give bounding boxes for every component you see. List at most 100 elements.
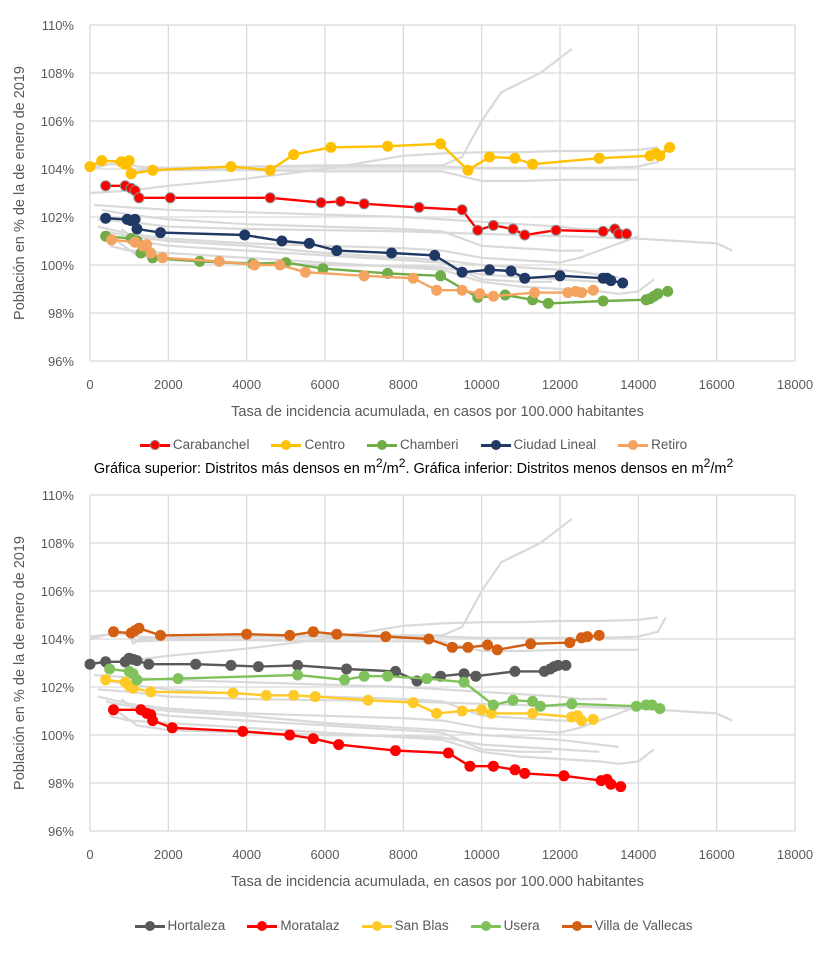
series-centro bbox=[84, 138, 676, 180]
x-tick-label: 18000 bbox=[777, 847, 813, 862]
data-point-carabanchel bbox=[358, 198, 370, 210]
data-point-moratalaz bbox=[307, 733, 319, 745]
data-point-villa-de-vallecas bbox=[446, 641, 458, 653]
data-point-hortaleza bbox=[560, 659, 572, 671]
data-point-retiro bbox=[274, 259, 286, 271]
legend-item-carabanchel: Carabanchel bbox=[139, 437, 249, 452]
data-point-centro bbox=[664, 141, 676, 153]
y-tick-label: 110% bbox=[42, 488, 75, 503]
legend-item-centro: Centro bbox=[271, 437, 345, 452]
data-point-moratalaz bbox=[615, 781, 627, 793]
legend-marker-icon bbox=[470, 920, 501, 931]
data-point-carabanchel bbox=[133, 192, 145, 204]
data-point-hortaleza bbox=[552, 659, 564, 671]
data-point-carabanchel bbox=[264, 192, 276, 204]
legend-label: Usera bbox=[503, 918, 540, 933]
legend-marker-icon bbox=[366, 439, 397, 450]
x-tick-label: 10000 bbox=[464, 847, 500, 862]
caption-sup-4: 2 bbox=[726, 456, 734, 470]
data-point-usera bbox=[104, 663, 116, 675]
data-point-carabanchel bbox=[550, 224, 562, 236]
series-usera bbox=[104, 663, 666, 715]
data-point-villa-de-vallecas bbox=[155, 629, 166, 641]
data-point-ciudad-lineal bbox=[429, 249, 441, 261]
data-point-centro bbox=[527, 158, 539, 170]
legend-label: Villa de Vallecas bbox=[594, 918, 693, 933]
data-point-usera bbox=[566, 698, 578, 710]
data-point-villa-de-vallecas bbox=[108, 626, 119, 638]
data-point-centro bbox=[509, 152, 521, 164]
x-axis-title: Tasa de incidencia acumulada, en casos p… bbox=[231, 404, 644, 420]
data-point-retiro bbox=[156, 252, 168, 264]
data-point-usera bbox=[507, 694, 519, 706]
data-point-usera bbox=[630, 700, 642, 712]
data-point-hortaleza bbox=[292, 659, 304, 671]
data-point-centro bbox=[288, 149, 300, 161]
background-line bbox=[101, 208, 584, 252]
legend-label: San Blas bbox=[394, 918, 449, 933]
data-point-san-blas bbox=[431, 707, 443, 719]
legend-label: Centro bbox=[304, 437, 345, 452]
data-point-villa-de-vallecas bbox=[491, 644, 503, 656]
data-point-centro bbox=[125, 168, 137, 180]
data-point-ciudad-lineal bbox=[155, 227, 166, 239]
data-point-san-blas bbox=[288, 689, 300, 701]
background-line bbox=[112, 707, 600, 753]
y-tick-label: 108% bbox=[41, 66, 75, 81]
data-point-carabanchel bbox=[335, 195, 347, 207]
y-tick-label: 96% bbox=[48, 354, 74, 369]
data-point-usera bbox=[654, 703, 666, 715]
x-tick-label: 14000 bbox=[620, 847, 656, 862]
data-point-centro bbox=[84, 161, 96, 173]
data-point-chamberi bbox=[317, 263, 329, 275]
data-point-hortaleza bbox=[131, 655, 143, 667]
x-tick-label: 12000 bbox=[542, 847, 578, 862]
data-point-carabanchel bbox=[413, 201, 425, 213]
x-tick-label: 8000 bbox=[389, 377, 418, 392]
legend-marker-icon bbox=[480, 439, 511, 450]
caption-sup-2: 2 bbox=[398, 456, 406, 470]
data-point-carabanchel bbox=[507, 223, 519, 235]
data-point-centro bbox=[147, 164, 159, 176]
series-carabanchel bbox=[100, 180, 633, 241]
data-point-san-blas bbox=[527, 707, 539, 719]
data-point-centro bbox=[654, 150, 666, 162]
data-point-chamberi bbox=[435, 270, 447, 282]
background-line bbox=[89, 616, 659, 665]
legend-item-san-blas: San Blas bbox=[361, 918, 449, 933]
data-point-carabanchel bbox=[100, 180, 112, 192]
data-point-retiro bbox=[587, 284, 599, 296]
data-point-moratalaz bbox=[442, 747, 454, 759]
data-point-usera bbox=[421, 673, 433, 685]
data-point-villa-de-vallecas bbox=[462, 641, 474, 653]
data-point-carabanchel bbox=[472, 224, 484, 236]
data-point-san-blas bbox=[145, 686, 157, 698]
data-point-hortaleza bbox=[225, 659, 237, 671]
data-point-hortaleza bbox=[470, 670, 482, 682]
series-villa-de-vallecas bbox=[108, 622, 605, 656]
series-hortaleza bbox=[84, 652, 572, 687]
data-point-villa-de-vallecas bbox=[284, 629, 296, 641]
x-tick-label: 4000 bbox=[232, 847, 261, 862]
chart-lower: 0 2000 4000 6000 8000 10000 12000 14000 16000 180… bbox=[12, 488, 813, 890]
y-tick-label: 104% bbox=[41, 632, 75, 647]
data-point-san-blas bbox=[100, 674, 112, 686]
y-tick-label: 108% bbox=[41, 536, 75, 551]
data-point-san-blas bbox=[576, 715, 588, 727]
data-point-carabanchel bbox=[621, 228, 633, 240]
data-point-villa-de-vallecas bbox=[564, 637, 576, 649]
data-point-usera bbox=[458, 676, 470, 688]
x-tick-label: 6000 bbox=[311, 847, 340, 862]
data-point-villa-de-vallecas bbox=[241, 628, 253, 640]
data-point-retiro bbox=[145, 247, 157, 259]
data-point-villa-de-vallecas bbox=[331, 628, 343, 640]
data-point-hortaleza bbox=[252, 661, 264, 673]
data-point-carabanchel bbox=[456, 204, 468, 216]
y-tick-label: 104% bbox=[41, 162, 75, 177]
caption-text-1: Gráfica superior: Distritos más densos e… bbox=[93, 460, 376, 477]
data-point-chamberi bbox=[194, 255, 206, 267]
legend-item-retiro: Retiro bbox=[618, 437, 687, 452]
x-tick-label: 2000 bbox=[154, 847, 183, 862]
data-point-usera bbox=[131, 674, 143, 686]
data-point-ciudad-lineal bbox=[386, 247, 398, 259]
